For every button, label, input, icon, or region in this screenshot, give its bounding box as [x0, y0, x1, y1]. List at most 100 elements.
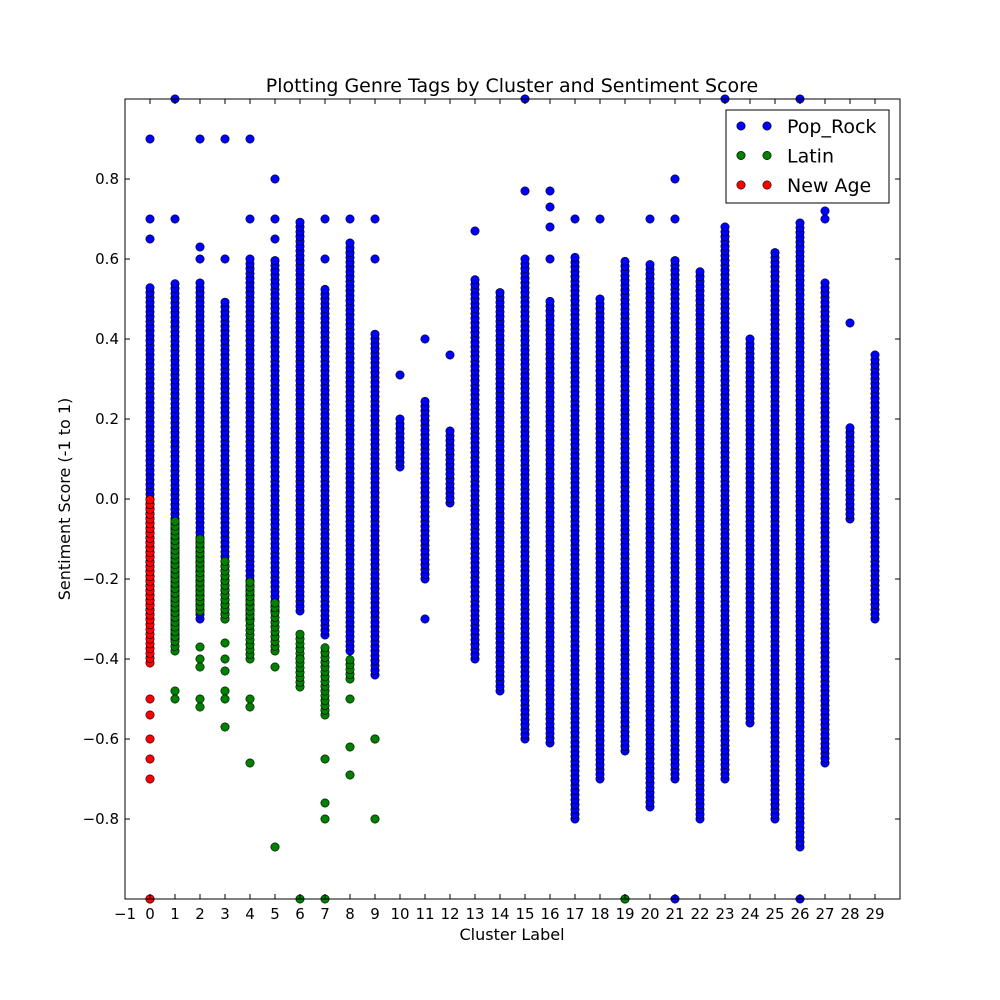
data-point	[220, 297, 230, 307]
data-point	[370, 734, 380, 744]
data-point	[320, 814, 330, 824]
x-tick-label: 20	[640, 905, 659, 923]
data-point	[195, 134, 205, 144]
data-point	[145, 710, 155, 720]
data-point	[195, 278, 205, 288]
series-latin	[170, 516, 630, 904]
x-tick-label: 18	[590, 905, 609, 923]
data-point	[395, 370, 405, 380]
data-point	[370, 214, 380, 224]
data-point	[870, 350, 880, 360]
data-point	[745, 334, 755, 344]
legend-marker	[736, 180, 746, 190]
data-point	[345, 655, 355, 665]
data-point	[145, 214, 155, 224]
legend-marker	[736, 151, 746, 161]
data-point	[795, 218, 805, 228]
x-tick-label: 6	[295, 905, 305, 923]
data-point	[195, 702, 205, 712]
chart-title: Plotting Genre Tags by Cluster and Senti…	[266, 75, 758, 97]
x-tick-label: 0	[145, 905, 155, 923]
data-point	[320, 214, 330, 224]
data-point	[520, 254, 530, 264]
y-tick-label: 0.6	[95, 250, 119, 268]
data-point	[245, 214, 255, 224]
legend-marker	[762, 121, 772, 131]
data-point	[270, 662, 280, 672]
data-point	[220, 654, 230, 664]
x-tick-label: 22	[690, 905, 709, 923]
data-point	[595, 214, 605, 224]
legend-item: New Age	[736, 175, 871, 197]
data-point	[820, 206, 830, 216]
data-point	[570, 214, 580, 224]
data-point	[170, 214, 180, 224]
x-tick-label: 3	[220, 905, 230, 923]
x-tick-label: 9	[370, 905, 380, 923]
data-point	[170, 694, 180, 704]
data-point	[820, 214, 830, 224]
y-tick-label: −0.4	[83, 650, 119, 668]
y-tick-label: 0.4	[95, 330, 119, 348]
x-tick-label: 11	[415, 905, 434, 923]
data-point	[345, 742, 355, 752]
x-axis-ticks: −1 0 1 2 3 4 5 6 7 8 9 10 11 12 13 14 15 16 17 18 19 20 21 22 23…	[114, 99, 885, 923]
x-tick-label: 23	[715, 905, 734, 923]
x-tick-label: 14	[490, 905, 509, 923]
data-point	[145, 134, 155, 144]
data-point	[145, 774, 155, 784]
y-tick-label: 0.2	[95, 410, 119, 428]
data-point	[245, 134, 255, 144]
x-tick-label: 10	[390, 905, 409, 923]
data-point	[145, 234, 155, 244]
data-point	[820, 278, 830, 288]
data-point	[245, 577, 255, 587]
legend-label: Pop_Rock	[787, 116, 876, 138]
data-point	[445, 426, 455, 436]
data-point	[220, 686, 230, 696]
plot-points	[145, 94, 880, 904]
data-point	[295, 217, 305, 227]
data-point	[695, 267, 705, 277]
x-tick-label: 27	[815, 905, 834, 923]
data-point	[170, 686, 180, 696]
data-point	[420, 334, 430, 344]
data-point	[295, 654, 305, 664]
data-point	[195, 254, 205, 264]
data-point	[395, 414, 405, 424]
data-point	[270, 234, 280, 244]
data-point	[545, 202, 555, 212]
data-point	[470, 275, 480, 285]
data-point	[845, 318, 855, 328]
data-point	[270, 174, 280, 184]
legend-label: Latin	[787, 146, 834, 168]
data-point	[370, 814, 380, 824]
data-point	[520, 186, 530, 196]
y-tick-label: −0.2	[83, 570, 119, 588]
data-point	[195, 694, 205, 704]
data-point	[345, 694, 355, 704]
data-point	[245, 694, 255, 704]
x-tick-label: 4	[245, 905, 255, 923]
data-point	[145, 283, 155, 293]
legend-marker	[762, 180, 772, 190]
data-point	[345, 214, 355, 224]
x-tick-label: 5	[270, 905, 280, 923]
data-point	[245, 702, 255, 712]
data-point	[145, 694, 155, 704]
y-tick-label: −0.6	[83, 730, 119, 748]
data-point	[145, 495, 155, 505]
x-tick-label: 24	[740, 905, 759, 923]
data-point	[220, 556, 230, 566]
series-new-age	[145, 495, 155, 904]
x-tick-label: 21	[665, 905, 684, 923]
x-tick-label: 17	[565, 905, 584, 923]
data-point	[195, 654, 205, 664]
data-point	[645, 260, 655, 270]
data-point	[595, 294, 605, 304]
data-point	[195, 642, 205, 652]
data-point	[145, 734, 155, 744]
data-point	[320, 254, 330, 264]
y-axis-label: Sentiment Score (-1 to 1)	[55, 398, 74, 601]
